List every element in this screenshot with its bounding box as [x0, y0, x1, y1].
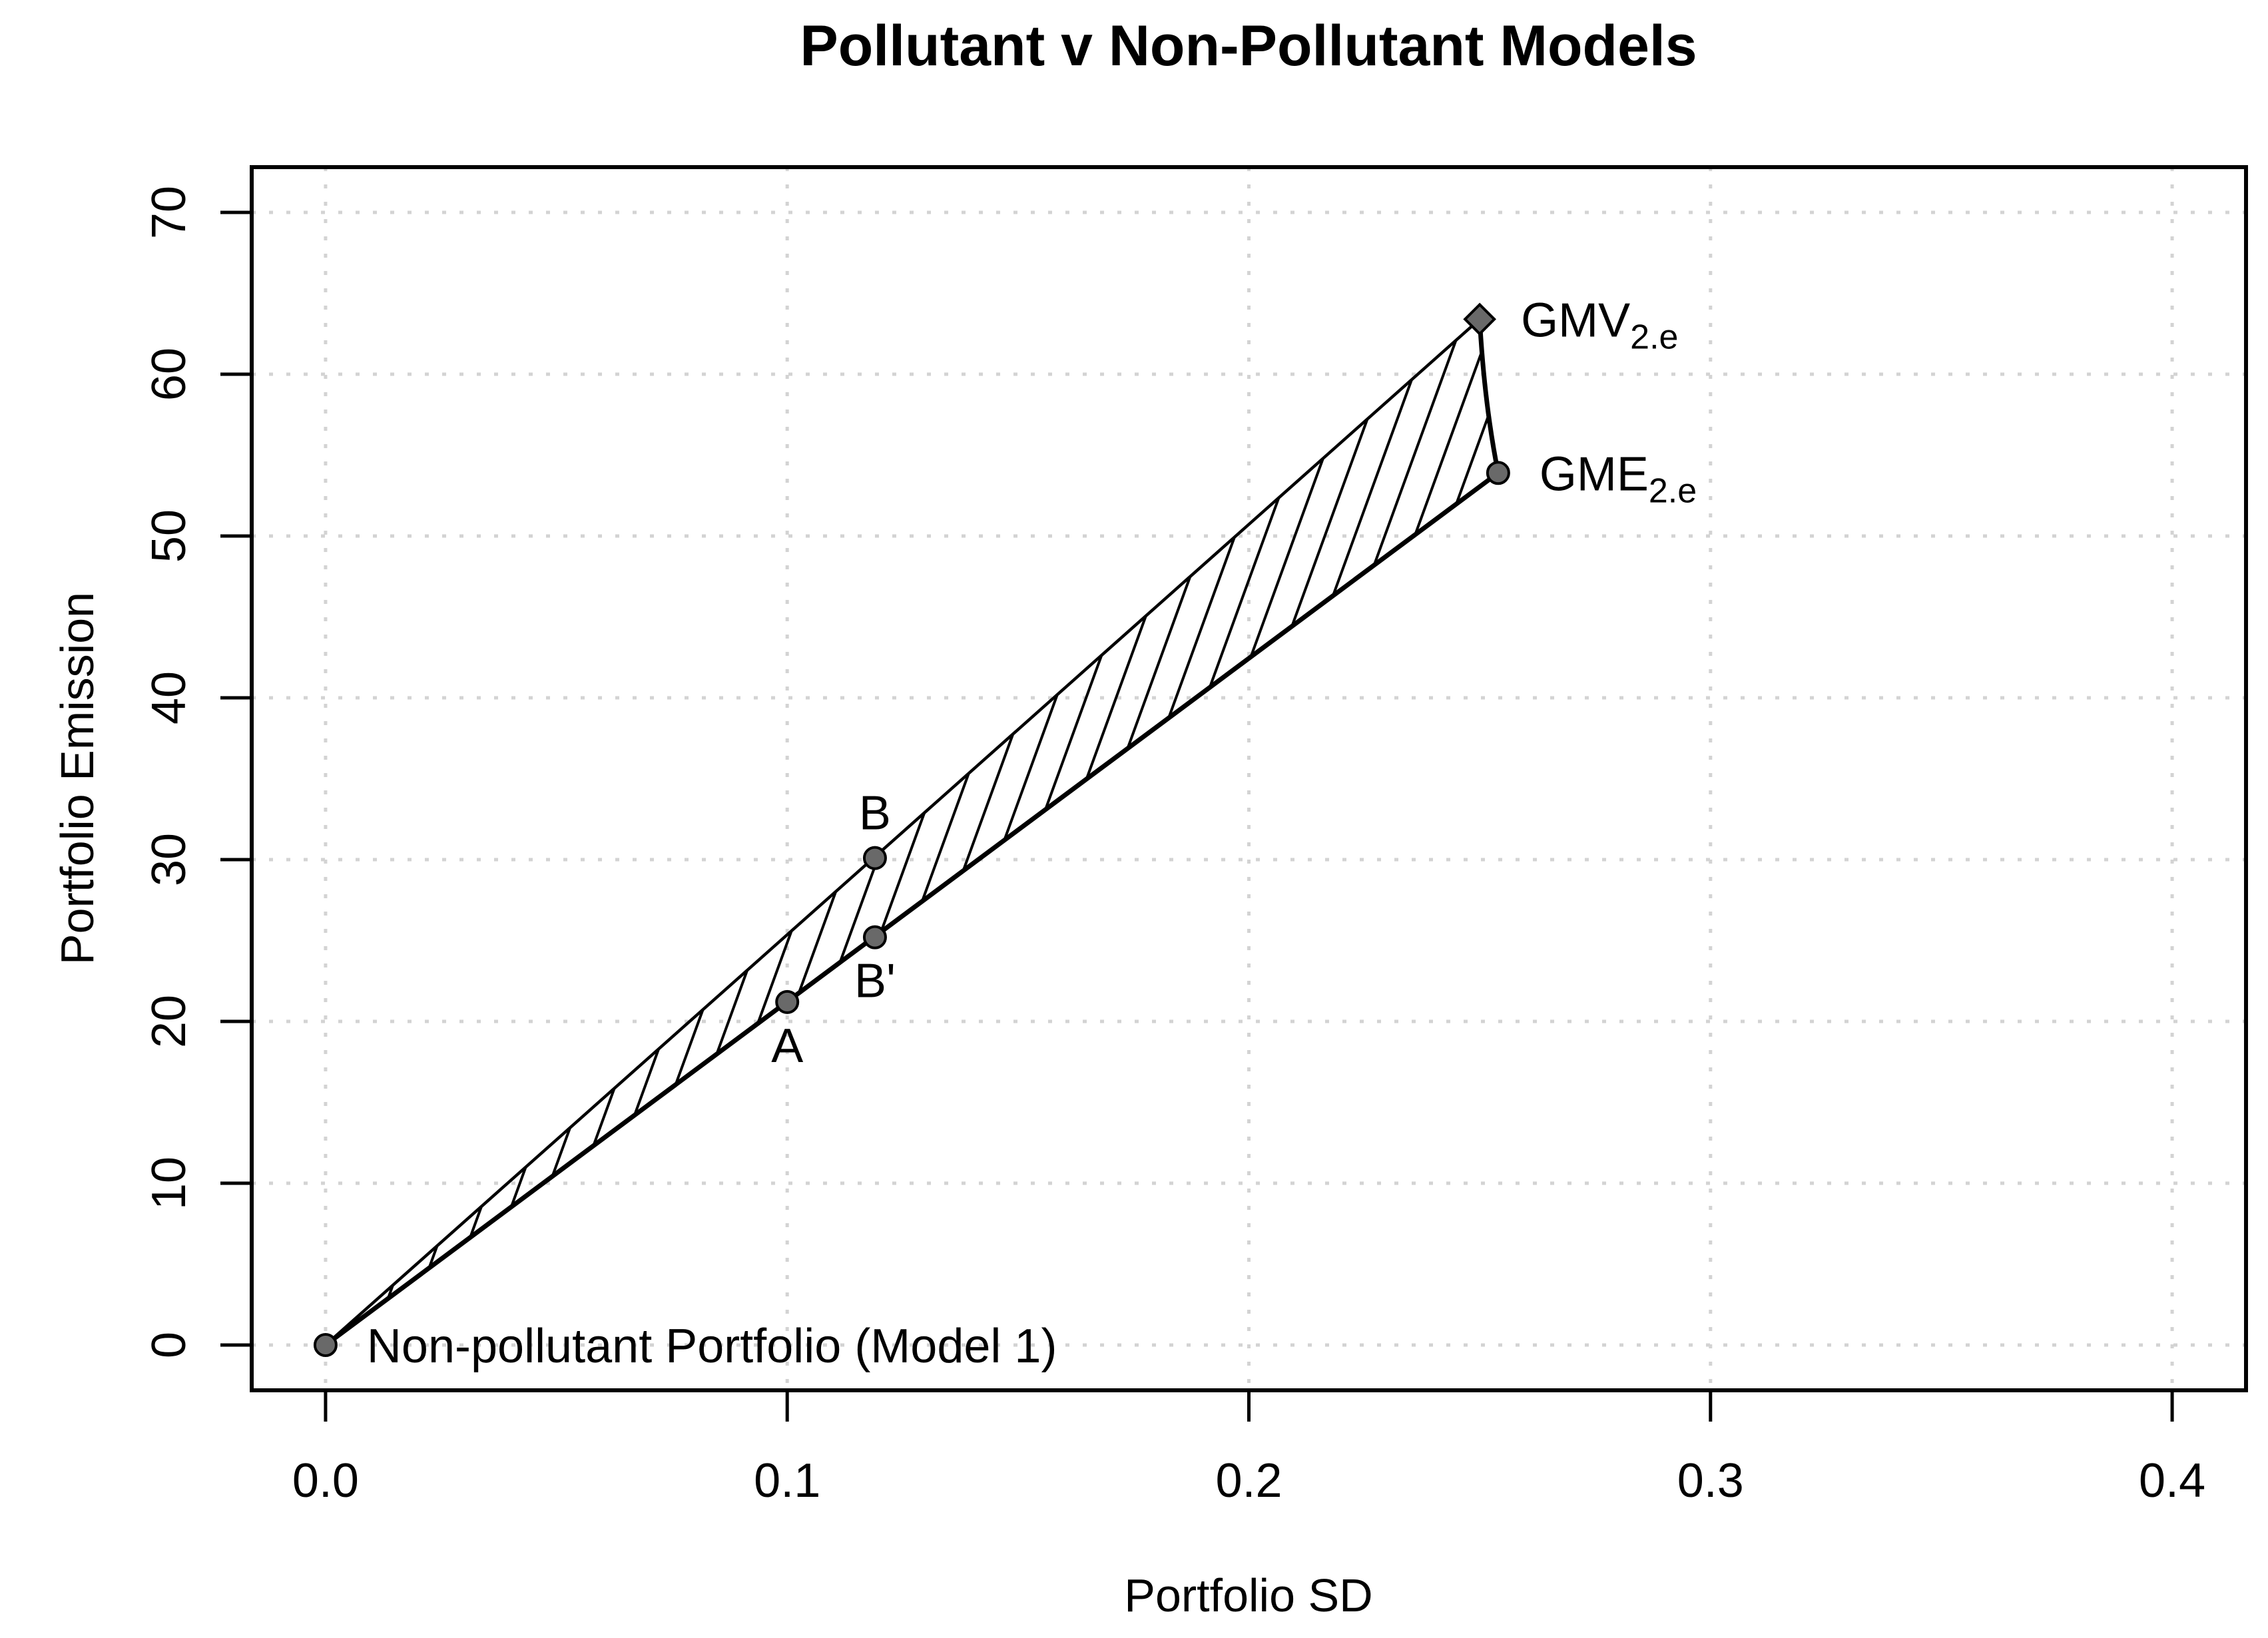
hatch-line: [325, 319, 666, 1345]
hatch-line: [518, 319, 995, 1345]
hatch-line: [325, 319, 756, 1345]
y-tick-label-60: 60: [142, 348, 196, 401]
hatch-line: [325, 319, 636, 1345]
point-label-GME: GME2.e: [1540, 447, 1697, 510]
point-label-main: GMV: [1521, 294, 1630, 347]
y-tick-label-20: 20: [142, 995, 196, 1048]
y-tick-label-0: 0: [142, 1332, 196, 1358]
point-GMV: [1463, 302, 1496, 336]
upper-frontier: [324, 318, 1481, 1346]
gmv-gme-frontier: [1477, 319, 1501, 473]
hatch-line: [668, 319, 1145, 1345]
hatch-line: [908, 319, 1385, 1345]
point-label-subscript: 2.e: [1630, 318, 1678, 356]
y-axis-label: Portfolio Emission: [51, 592, 103, 965]
point-label-main: A: [771, 1019, 803, 1073]
hatch-line: [548, 319, 1025, 1345]
hatch-line: [938, 319, 1415, 1345]
chart-title: Pollutant v Non-Pollutant Models: [800, 14, 1697, 78]
gridlines: [252, 167, 2246, 1390]
y-tick-label-30: 30: [142, 833, 196, 886]
hatch-line: [878, 319, 1355, 1345]
point-label-GMV: GMV2.e: [1521, 294, 1678, 356]
hatch-line: [338, 319, 816, 1345]
hatch-line: [578, 319, 1055, 1345]
point-label-main: Non-pollutant Portfolio (Model 1): [367, 1320, 1057, 1373]
hatch-line: [458, 319, 936, 1345]
hatch-line: [1027, 319, 1498, 1345]
point-non-pollutant-portfolio: [313, 1332, 338, 1357]
hatch-line: [638, 319, 1115, 1345]
hatch-line: [1447, 319, 1498, 1345]
data-points: [313, 302, 1510, 1357]
x-tick-label-0.2: 0.2: [1215, 1454, 1282, 1507]
point-label-main: B: [859, 787, 891, 840]
point-label-non-pollutant-portfolio: Non-pollutant Portfolio (Model 1): [367, 1320, 1057, 1373]
point-GME: [1486, 461, 1510, 485]
point-B: [862, 846, 887, 870]
hatch-line: [728, 319, 1205, 1345]
hatched-region: [0, 127, 1498, 1430]
point-labels: Non-pollutant Portfolio (Model 1) A B B' GMV…: [367, 294, 1697, 1373]
hatch-line: [325, 319, 726, 1345]
y-tick-label-50: 50: [142, 509, 196, 563]
hatch-line: [0, 127, 275, 1430]
hatch-line: [325, 319, 336, 1345]
hatch-line: [968, 319, 1445, 1345]
point-label-main: GME: [1540, 447, 1649, 501]
x-tick-label-0.3: 0.3: [1677, 1454, 1744, 1507]
hatch-line: [368, 319, 846, 1345]
point-A: [775, 989, 800, 1014]
point-B-prime: [862, 925, 887, 950]
axes: 0.0 0.1 0.2 0.3 0.4 0 10 20 30 40 50 60 70: [142, 165, 2248, 1507]
hatch-line: [0, 127, 305, 1430]
point-label-main: B': [854, 955, 896, 1008]
lower-frontier: [324, 471, 1500, 1347]
hatch-line: [488, 319, 966, 1345]
hatch-line: [608, 319, 1085, 1345]
y-tick-label-40: 40: [142, 671, 196, 724]
x-tick-label-0.0: 0.0: [292, 1454, 359, 1507]
point-label-subscript: 2.e: [1649, 471, 1697, 510]
hatch-line: [325, 319, 696, 1345]
point-label-B-prime: B': [854, 955, 896, 1008]
hatch-line: [325, 319, 576, 1345]
hatch-line: [0, 127, 245, 1430]
hatch-lines: [0, 127, 1498, 1430]
y-tick-label-70: 70: [142, 186, 196, 239]
hatch-line: [818, 319, 1295, 1345]
hatch-line: [325, 319, 786, 1345]
x-axis-label: Portfolio SD: [1124, 1569, 1372, 1621]
hatch-line: [698, 319, 1175, 1345]
hatch-line: [325, 319, 606, 1345]
frontier-lines: [324, 318, 1501, 1347]
hatch-line: [758, 319, 1235, 1345]
x-tick-label-0.4: 0.4: [2139, 1454, 2205, 1507]
hatch-line: [0, 127, 215, 1430]
y-tick-label-10: 10: [142, 1157, 196, 1210]
point-label-B: B: [859, 787, 891, 840]
hatch-line: [788, 319, 1265, 1345]
point-label-A: A: [771, 1019, 803, 1073]
x-tick-label-0.1: 0.1: [754, 1454, 820, 1507]
hatch-line: [428, 319, 906, 1345]
hatch-line: [997, 319, 1475, 1345]
hatch-line: [1057, 319, 1498, 1345]
hatch-line: [325, 319, 516, 1345]
